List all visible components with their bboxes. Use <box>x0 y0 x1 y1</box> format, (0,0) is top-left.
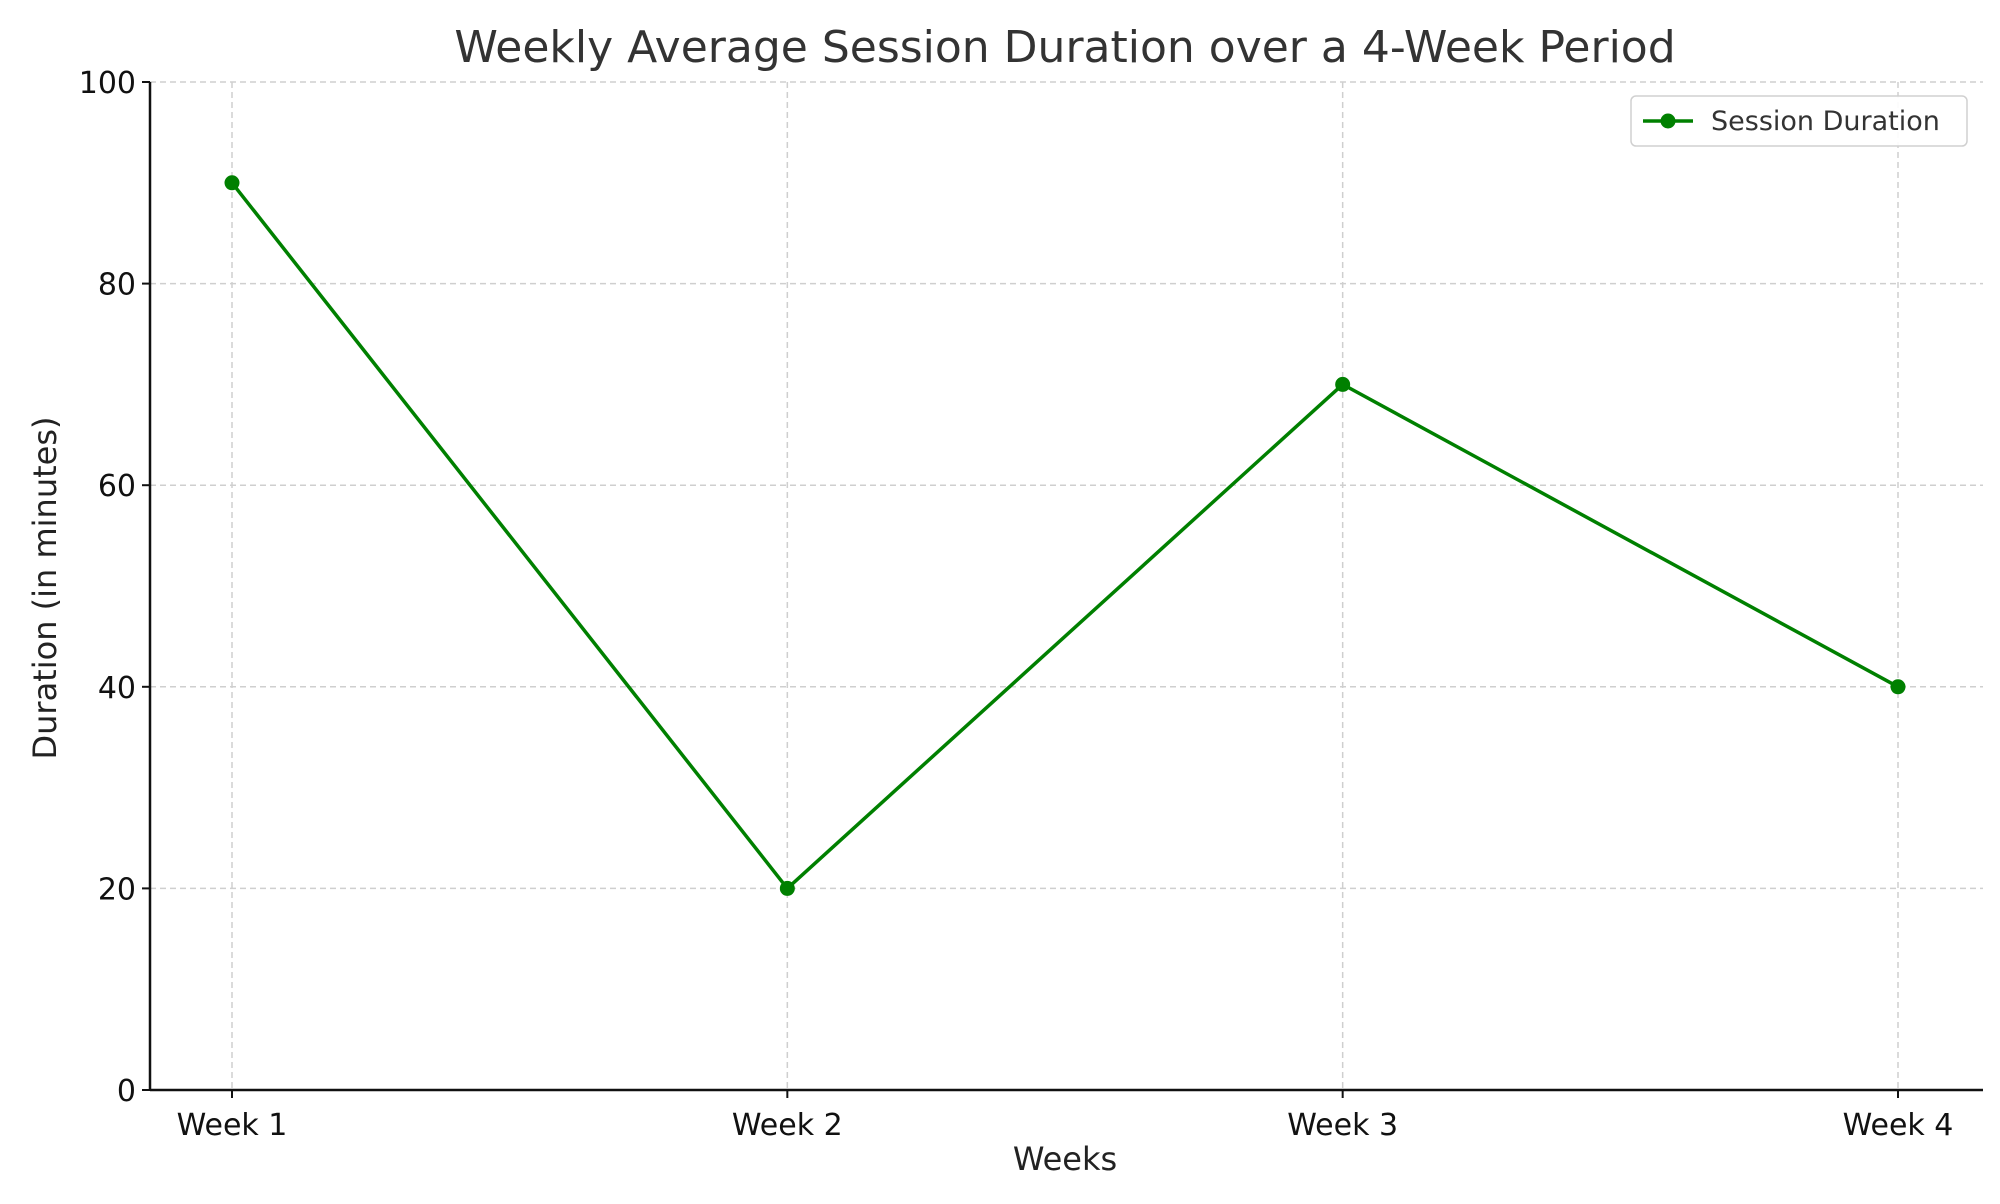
grid <box>150 81 1983 1090</box>
data-point-0-0 <box>224 175 240 191</box>
x-tick-label-2: Week 3 <box>1287 1108 1398 1143</box>
x-tick-label-3: Week 4 <box>1843 1108 1954 1143</box>
y-tick-label-1: 20 <box>98 872 136 907</box>
x-tick-label-0: Week 1 <box>177 1108 288 1143</box>
axes <box>148 82 1983 1092</box>
y-axis-label: Duration (in minutes) <box>26 417 64 760</box>
y-tick-label-2: 40 <box>98 671 136 706</box>
data-point-0-1 <box>779 880 795 896</box>
tick-labels: 0 20 40 60 80 100 Week 1 Week 2 Week 3 Week 4 <box>79 66 1954 1143</box>
x-axis-label: Weeks <box>1013 1140 1117 1178</box>
y-tick-label-5: 100 <box>79 66 136 101</box>
x-tick-label-1: Week 2 <box>732 1108 843 1143</box>
y-tick-label-4: 80 <box>98 268 136 303</box>
legend-label-0: Session Duration <box>1711 106 1940 137</box>
y-tick-label-3: 60 <box>98 469 136 504</box>
series-line-0 <box>230 181 1899 891</box>
y-tick-label-0: 0 <box>117 1074 136 1109</box>
series <box>224 175 1906 896</box>
data-point-0-2 <box>1335 376 1351 392</box>
legend: Session Duration <box>1630 95 1968 147</box>
legend-swatch-marker-0 <box>1660 113 1676 129</box>
chart-title: Weekly Average Session Duration over a 4… <box>454 22 1675 73</box>
data-point-0-3 <box>1890 679 1906 695</box>
legend-box <box>1630 95 1968 147</box>
